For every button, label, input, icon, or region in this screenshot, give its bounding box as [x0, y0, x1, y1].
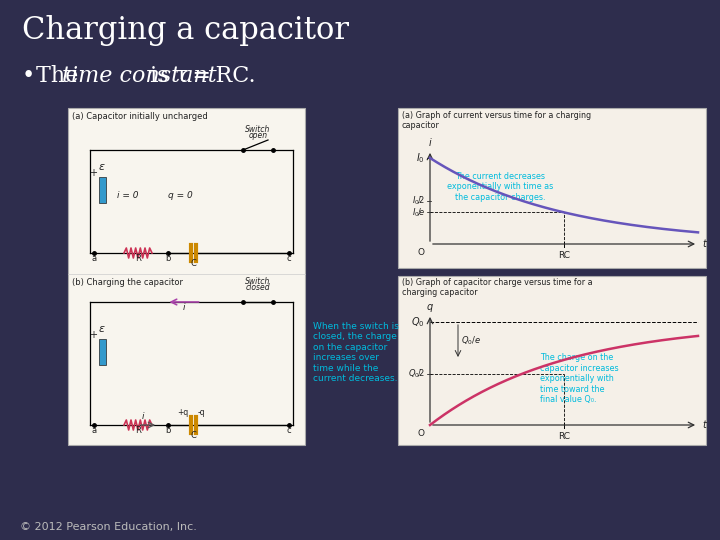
- Text: RC: RC: [558, 432, 570, 441]
- Text: b: b: [166, 426, 171, 435]
- Text: (b) Charging the capacitor: (b) Charging the capacitor: [72, 278, 183, 287]
- Text: •: •: [22, 65, 35, 87]
- Text: ε: ε: [99, 161, 105, 172]
- Text: +: +: [89, 330, 97, 341]
- Text: $I_0$: $I_0$: [416, 151, 425, 165]
- Text: (a) Capacitor initially uncharged: (a) Capacitor initially uncharged: [72, 112, 208, 121]
- Text: C: C: [190, 259, 196, 268]
- Text: © 2012 Pearson Education, Inc.: © 2012 Pearson Education, Inc.: [20, 522, 197, 532]
- Text: $Q_0\!/\!2$: $Q_0\!/\!2$: [408, 367, 425, 380]
- Text: ε: ε: [99, 323, 105, 334]
- Text: The charge on the
capacitor increases
exponentially with
time toward the
final v: The charge on the capacitor increases ex…: [540, 353, 618, 404]
- Text: R: R: [135, 426, 141, 435]
- Text: is τ = RC.: is τ = RC.: [143, 65, 256, 87]
- Text: a: a: [91, 254, 96, 263]
- Text: (b) Graph of capacitor charge versus time for a
charging capacitor: (b) Graph of capacitor charge versus tim…: [402, 278, 593, 298]
- Text: Charging a capacitor: Charging a capacitor: [22, 15, 349, 46]
- Text: Switch: Switch: [246, 277, 271, 286]
- Text: i: i: [182, 303, 185, 312]
- Text: i: i: [428, 138, 431, 148]
- Text: -q: -q: [197, 408, 205, 417]
- Text: When the switch is
closed, the charge
on the capacitor
increases over
time while: When the switch is closed, the charge on…: [313, 322, 399, 383]
- Text: C: C: [190, 431, 196, 440]
- Text: t: t: [702, 239, 706, 249]
- Text: O: O: [418, 248, 425, 257]
- Text: time constant: time constant: [62, 65, 217, 87]
- Bar: [99, 339, 106, 364]
- Bar: [68, 108, 305, 445]
- Bar: [99, 177, 106, 202]
- Text: open: open: [248, 131, 268, 140]
- Text: RC: RC: [558, 251, 570, 260]
- Text: $I_0\!/\!2$: $I_0\!/\!2$: [412, 195, 425, 207]
- Bar: [398, 276, 706, 445]
- Text: b: b: [166, 254, 171, 263]
- Text: $Q_0/e$: $Q_0/e$: [461, 335, 481, 347]
- Text: O: O: [418, 429, 425, 438]
- Text: (a) Graph of current versus time for a charging
capacitor: (a) Graph of current versus time for a c…: [402, 111, 591, 130]
- Text: t: t: [702, 420, 706, 430]
- Text: c: c: [287, 254, 292, 263]
- Text: Switch: Switch: [246, 125, 271, 134]
- Text: The: The: [36, 65, 86, 87]
- Text: q = 0: q = 0: [168, 191, 192, 199]
- Text: i: i: [142, 412, 144, 421]
- Text: closed: closed: [246, 283, 270, 292]
- Text: $Q_0$: $Q_0$: [411, 315, 425, 329]
- Text: The current decreases
exponentially with time as
the capacitor charges.: The current decreases exponentially with…: [447, 172, 553, 202]
- Text: +: +: [89, 168, 97, 179]
- Text: +q: +q: [177, 408, 189, 417]
- Bar: [398, 108, 706, 268]
- Text: R: R: [135, 254, 141, 263]
- Text: $I_0\!/\!e$: $I_0\!/\!e$: [412, 206, 425, 219]
- Text: a: a: [91, 426, 96, 435]
- Text: i = 0: i = 0: [117, 191, 139, 199]
- Text: q: q: [427, 302, 433, 312]
- Text: c: c: [287, 426, 292, 435]
